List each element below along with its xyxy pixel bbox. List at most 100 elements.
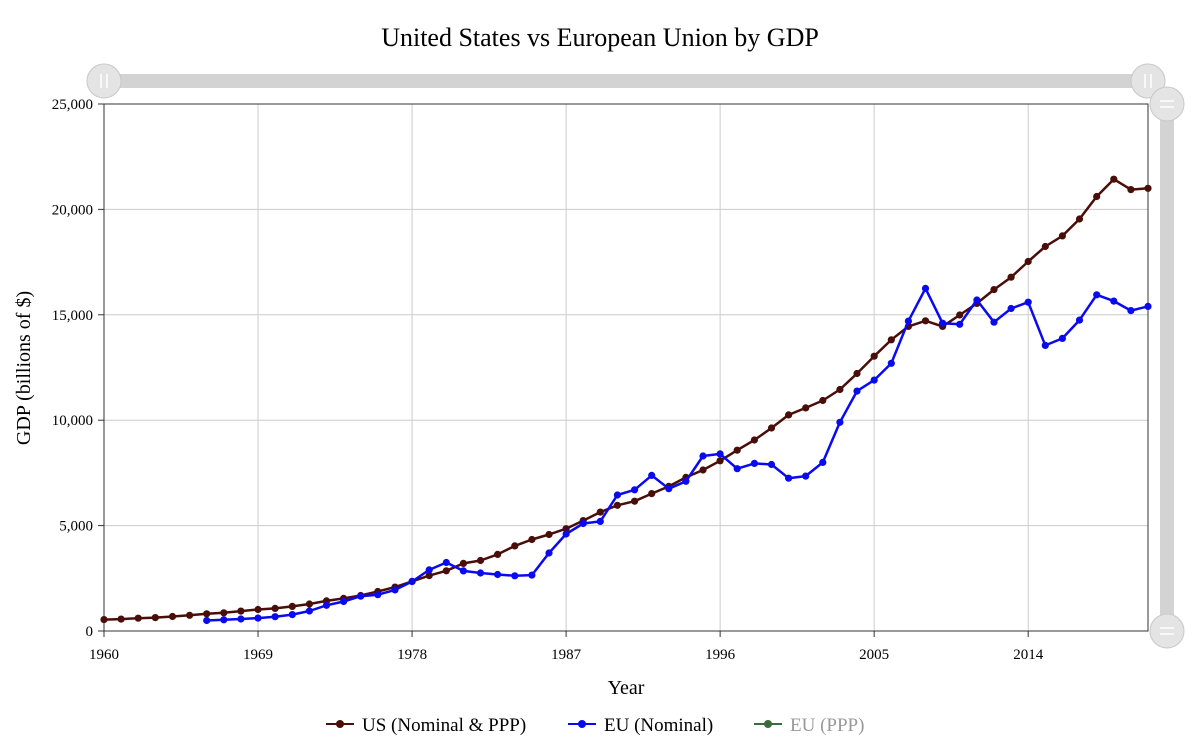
data-point[interactable] bbox=[767, 460, 776, 469]
data-point[interactable] bbox=[802, 472, 810, 480]
data-point[interactable] bbox=[305, 607, 313, 615]
data-point[interactable] bbox=[648, 471, 656, 479]
data-point[interactable] bbox=[1024, 298, 1032, 306]
data-point[interactable] bbox=[836, 385, 844, 394]
data-point[interactable] bbox=[648, 490, 656, 498]
data-point[interactable] bbox=[1144, 184, 1152, 192]
data-point[interactable] bbox=[1024, 257, 1032, 266]
data-point[interactable] bbox=[254, 605, 262, 614]
data-point[interactable] bbox=[528, 571, 536, 579]
data-point[interactable] bbox=[767, 424, 776, 432]
data-point[interactable] bbox=[357, 592, 365, 600]
data-point[interactable] bbox=[494, 570, 502, 579]
data-point[interactable] bbox=[476, 569, 485, 577]
data-point[interactable] bbox=[186, 611, 194, 619]
legend-item[interactable]: EU (PPP) bbox=[754, 715, 864, 736]
data-point[interactable] bbox=[956, 311, 964, 319]
data-point[interactable] bbox=[271, 613, 279, 621]
data-point[interactable] bbox=[203, 610, 211, 618]
data-point[interactable] bbox=[887, 336, 895, 344]
data-point[interactable] bbox=[511, 572, 519, 580]
data-point[interactable] bbox=[750, 459, 759, 467]
data-point[interactable] bbox=[853, 369, 861, 378]
x-range-slider[interactable] bbox=[86, 63, 1166, 99]
data-point[interactable] bbox=[220, 616, 228, 624]
data-point[interactable] bbox=[459, 559, 467, 568]
data-point[interactable] bbox=[699, 466, 707, 474]
data-point[interactable] bbox=[168, 612, 177, 621]
data-point[interactable] bbox=[1093, 192, 1101, 201]
data-point[interactable] bbox=[904, 317, 913, 325]
data-point[interactable] bbox=[853, 387, 861, 395]
data-point[interactable] bbox=[716, 457, 724, 465]
y-range-track[interactable] bbox=[1160, 104, 1174, 631]
data-point[interactable] bbox=[870, 376, 878, 384]
x-range-left-handle[interactable] bbox=[86, 63, 122, 99]
data-point[interactable] bbox=[613, 501, 622, 509]
x-range-track[interactable] bbox=[104, 74, 1148, 88]
data-point[interactable] bbox=[1075, 215, 1084, 223]
data-point[interactable] bbox=[203, 616, 211, 625]
data-point[interactable] bbox=[288, 602, 296, 611]
data-point[interactable] bbox=[134, 614, 142, 622]
data-point[interactable] bbox=[733, 465, 741, 473]
data-point[interactable] bbox=[1007, 273, 1015, 281]
data-point[interactable] bbox=[1110, 175, 1118, 183]
data-point[interactable] bbox=[631, 497, 639, 505]
data-point[interactable] bbox=[1075, 316, 1084, 324]
data-point[interactable] bbox=[990, 286, 998, 294]
data-point[interactable] bbox=[819, 396, 827, 405]
data-point[interactable] bbox=[1127, 186, 1135, 194]
data-point[interactable] bbox=[1110, 297, 1118, 305]
data-point[interactable] bbox=[425, 566, 433, 574]
data-point[interactable] bbox=[374, 591, 382, 599]
data-point[interactable] bbox=[733, 446, 741, 454]
data-point[interactable] bbox=[117, 615, 125, 623]
data-point[interactable] bbox=[870, 352, 878, 360]
data-point[interactable] bbox=[511, 542, 519, 550]
data-point[interactable] bbox=[237, 607, 245, 615]
y-range-bottom-handle[interactable] bbox=[1149, 613, 1185, 649]
data-point[interactable] bbox=[322, 601, 331, 609]
data-point[interactable] bbox=[100, 616, 108, 624]
data-point[interactable] bbox=[682, 477, 690, 485]
legend-item[interactable]: US (Nominal & PPP) bbox=[326, 715, 526, 736]
data-point[interactable] bbox=[819, 458, 827, 466]
data-point[interactable] bbox=[408, 577, 416, 586]
data-point[interactable] bbox=[1041, 341, 1049, 349]
data-point[interactable] bbox=[220, 609, 228, 617]
data-point[interactable] bbox=[476, 556, 485, 565]
data-point[interactable] bbox=[579, 519, 587, 528]
data-point[interactable] bbox=[151, 614, 159, 622]
data-point[interactable] bbox=[1144, 302, 1152, 310]
data-point[interactable] bbox=[528, 535, 536, 544]
data-point[interactable] bbox=[785, 411, 793, 419]
data-point[interactable] bbox=[442, 558, 450, 567]
y-range-slider[interactable] bbox=[1149, 86, 1185, 649]
data-point[interactable] bbox=[750, 436, 759, 444]
data-point[interactable] bbox=[391, 586, 399, 594]
data-point[interactable] bbox=[596, 517, 604, 526]
data-point[interactable] bbox=[288, 611, 296, 619]
data-point[interactable] bbox=[716, 450, 724, 458]
data-point[interactable] bbox=[631, 486, 639, 494]
data-point[interactable] bbox=[699, 452, 707, 460]
data-point[interactable] bbox=[545, 530, 553, 539]
data-point[interactable] bbox=[921, 284, 930, 292]
data-point[interactable] bbox=[990, 318, 998, 326]
data-point[interactable] bbox=[459, 567, 467, 575]
data-point[interactable] bbox=[956, 320, 964, 328]
data-point[interactable] bbox=[494, 550, 502, 559]
data-point[interactable] bbox=[340, 597, 348, 606]
data-point[interactable] bbox=[305, 600, 313, 608]
data-point[interactable] bbox=[1041, 242, 1049, 251]
data-point[interactable] bbox=[887, 359, 895, 367]
data-point[interactable] bbox=[1093, 291, 1101, 299]
data-point[interactable] bbox=[562, 530, 570, 538]
data-point[interactable] bbox=[921, 317, 930, 325]
data-point[interactable] bbox=[973, 296, 981, 304]
data-point[interactable] bbox=[1127, 307, 1135, 315]
data-point[interactable] bbox=[545, 549, 553, 557]
x-range-right-handle[interactable] bbox=[1130, 63, 1166, 99]
data-point[interactable] bbox=[237, 615, 245, 623]
